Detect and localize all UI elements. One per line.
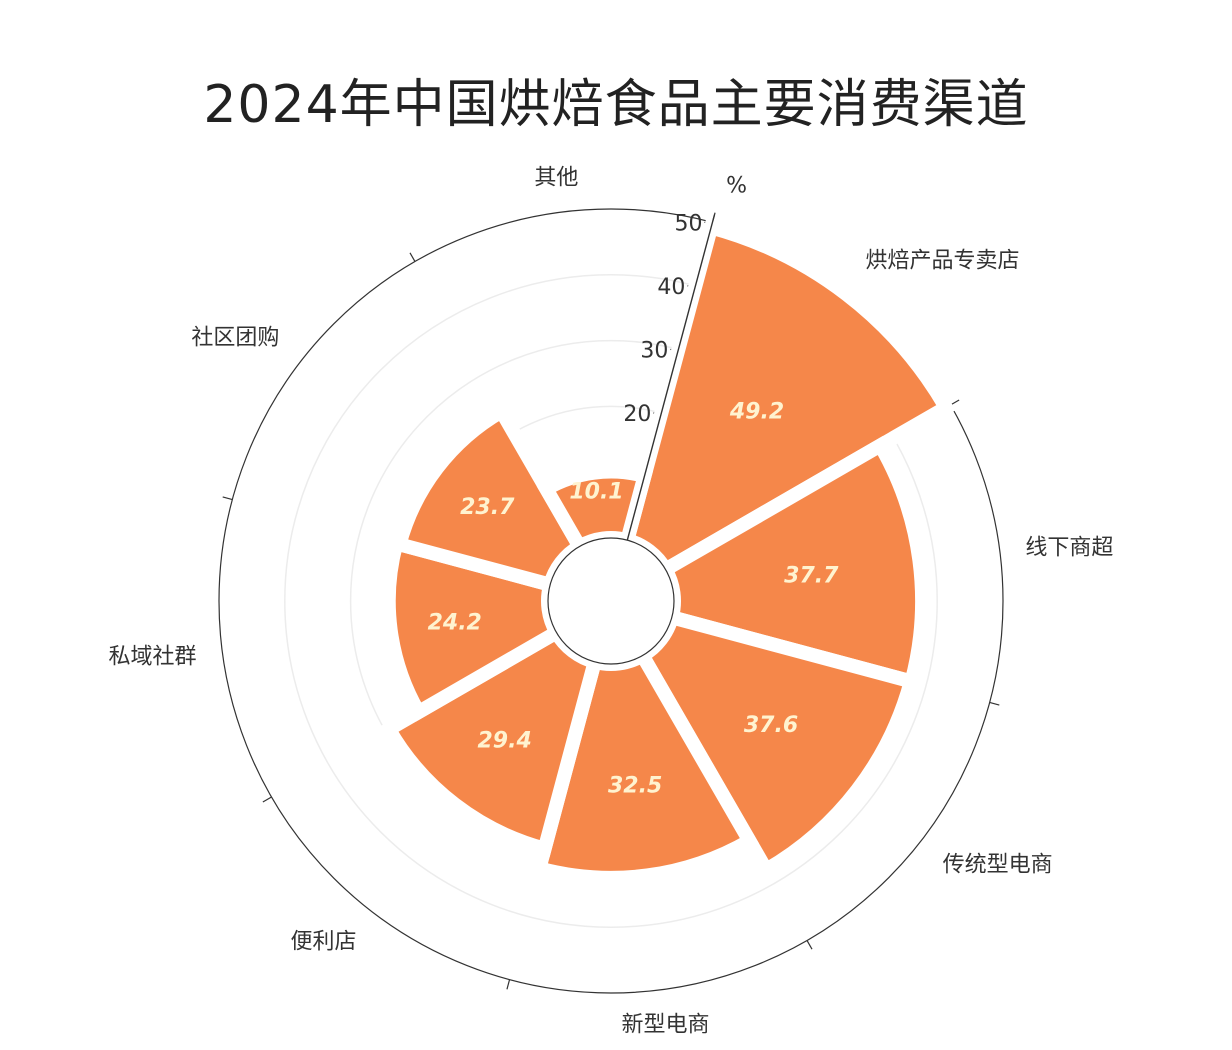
value-label: 29.4 bbox=[477, 729, 531, 754]
category-label: 传统型电商 bbox=[943, 852, 1053, 877]
radial-axis-line bbox=[626, 214, 716, 541]
category-label: 社区团购 bbox=[191, 326, 279, 351]
angle-tick bbox=[409, 252, 416, 262]
grid-circle bbox=[284, 274, 938, 928]
value-label: 23.7 bbox=[460, 495, 515, 520]
category-label: 线下商超 bbox=[1025, 535, 1113, 560]
value-label: 10.1 bbox=[569, 480, 623, 505]
value-label: 37.6 bbox=[744, 713, 798, 738]
angle-tick bbox=[989, 701, 1000, 706]
category-label: 其他 bbox=[534, 166, 578, 191]
angle-tick bbox=[506, 979, 511, 990]
value-label: 24.2 bbox=[428, 611, 482, 636]
value-label: 32.5 bbox=[608, 773, 662, 798]
radial-tick-label: 40 bbox=[657, 275, 685, 300]
radial-tick-label: 30 bbox=[640, 338, 668, 363]
angle-axis-line bbox=[218, 208, 1004, 994]
inner-circle bbox=[547, 537, 675, 665]
angle-tick bbox=[222, 496, 233, 501]
category-label: 私域社群 bbox=[109, 645, 197, 670]
value-label: 49.2 bbox=[729, 400, 784, 425]
radial-tick-label: 50 bbox=[674, 211, 702, 236]
category-label: 新型电商 bbox=[622, 1012, 710, 1037]
radial-tick-label: 20 bbox=[623, 402, 651, 427]
angle-tick bbox=[806, 940, 813, 950]
category-label: 烘焙产品专卖店 bbox=[865, 248, 1019, 273]
angle-tick bbox=[262, 796, 272, 803]
chart-title: 2024年中国烘焙食品主要消费渠道 bbox=[203, 75, 1029, 135]
radial-axis-unit: % bbox=[726, 174, 747, 199]
category-label: 便利店 bbox=[291, 930, 357, 955]
value-label: 37.7 bbox=[784, 564, 839, 589]
